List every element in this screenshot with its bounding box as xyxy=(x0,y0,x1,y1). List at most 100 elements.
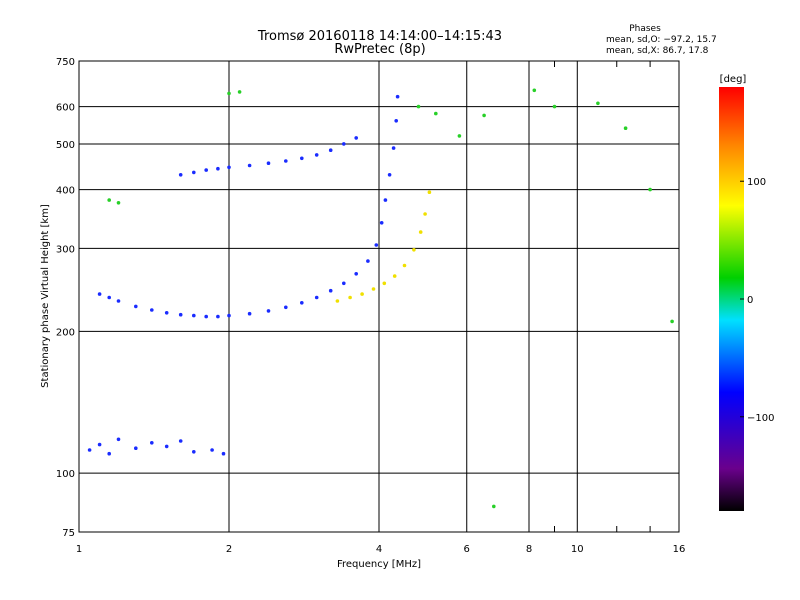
data-point xyxy=(97,292,102,296)
data-point xyxy=(116,201,121,205)
data-point xyxy=(328,288,333,293)
data-point xyxy=(204,168,208,172)
data-point xyxy=(648,187,652,192)
colorbar-ticks: −100 0 100 xyxy=(740,177,774,424)
x-tick-label: 4 xyxy=(376,544,382,555)
data-point xyxy=(379,221,384,225)
y-tick-label: 400 xyxy=(56,186,75,197)
stats-title: Phases xyxy=(629,24,661,34)
data-point xyxy=(392,274,397,278)
x-tick-label: 1 xyxy=(76,544,82,555)
y-tick-label: 600 xyxy=(56,103,75,114)
data-point xyxy=(342,142,346,146)
data-point xyxy=(227,313,231,318)
data-point xyxy=(391,146,396,150)
chart-title: Tromsø 20160118 14:14:00–14:15:43 xyxy=(257,29,502,44)
data-point xyxy=(284,305,288,310)
data-point xyxy=(266,161,271,165)
x-tick-label: 2 xyxy=(226,544,232,555)
data-point xyxy=(192,170,196,175)
colorbar-tick-label: 100 xyxy=(747,177,766,188)
data-points xyxy=(87,88,674,509)
data-point xyxy=(87,448,92,452)
data-point xyxy=(284,159,288,163)
data-point xyxy=(434,111,438,116)
data-point xyxy=(328,148,333,152)
data-point xyxy=(374,243,379,247)
data-point xyxy=(221,451,226,456)
data-point xyxy=(360,292,364,296)
data-point xyxy=(204,314,208,319)
data-point xyxy=(395,94,400,99)
data-point xyxy=(427,190,432,194)
y-tick-label: 300 xyxy=(56,244,75,255)
data-point xyxy=(300,156,304,161)
data-point xyxy=(482,113,486,118)
data-point xyxy=(383,198,388,202)
y-tick-label: 750 xyxy=(56,57,75,68)
x-tick-label: 6 xyxy=(464,544,470,555)
stats-line-x: mean, sd,X: 86.7, 17.8 xyxy=(606,46,709,56)
data-point xyxy=(387,173,392,177)
data-point xyxy=(116,437,121,442)
data-point xyxy=(178,173,183,177)
data-point xyxy=(371,287,376,291)
data-point xyxy=(423,212,427,216)
y-tick-label: 200 xyxy=(56,327,75,338)
data-point xyxy=(237,90,242,94)
y-tick-label: 75 xyxy=(62,528,75,539)
data-point xyxy=(247,311,252,316)
data-point xyxy=(670,319,674,324)
data-point xyxy=(247,163,252,168)
data-point xyxy=(412,248,416,252)
data-point xyxy=(354,272,359,276)
data-point xyxy=(532,88,537,93)
x-tick-label: 16 xyxy=(673,544,686,555)
data-point xyxy=(366,259,370,263)
y-tick-label: 500 xyxy=(56,140,75,151)
y-axis-label: Stationary phase Virtual Height [km] xyxy=(40,204,51,388)
data-point xyxy=(342,281,346,286)
data-point xyxy=(354,136,359,140)
data-point xyxy=(134,304,138,309)
x-tick-label: 8 xyxy=(526,544,532,555)
colorbar-tick-label: 0 xyxy=(747,295,753,306)
data-point xyxy=(402,263,407,268)
data-point xyxy=(300,301,304,305)
data-point xyxy=(382,281,387,286)
data-point xyxy=(314,153,319,157)
data-point xyxy=(192,450,196,454)
data-point xyxy=(97,442,102,447)
y-tick-label: 100 xyxy=(56,469,75,480)
data-point xyxy=(164,444,169,449)
data-point xyxy=(492,504,496,509)
data-point xyxy=(227,165,231,170)
plot-frame xyxy=(78,60,680,533)
plot-grid xyxy=(79,61,679,532)
data-point xyxy=(394,119,399,123)
data-point xyxy=(116,299,121,303)
colorbar-label: [deg] xyxy=(720,74,747,85)
data-point xyxy=(418,230,423,234)
chart-subtitle: RwPretec (8p) xyxy=(334,42,425,57)
data-point xyxy=(216,314,220,319)
data-point xyxy=(552,104,557,109)
data-point xyxy=(107,295,111,300)
data-point xyxy=(107,451,111,456)
data-point xyxy=(210,448,214,452)
data-point xyxy=(623,126,628,130)
x-axis-label: Frequency [MHz] xyxy=(337,559,421,570)
data-point xyxy=(192,313,196,318)
x-tick-label: 10 xyxy=(571,544,584,555)
axis-ticks: 1 2 4 6 8 10 16 75 100 200 300 400 500 600 750 xyxy=(56,57,685,555)
data-point xyxy=(150,441,154,445)
data-point xyxy=(107,198,111,202)
data-point xyxy=(178,312,183,317)
data-point xyxy=(178,439,183,443)
data-point xyxy=(335,299,340,303)
data-point xyxy=(416,104,421,109)
data-point xyxy=(227,91,231,96)
data-point xyxy=(348,295,352,300)
data-point xyxy=(150,308,154,312)
